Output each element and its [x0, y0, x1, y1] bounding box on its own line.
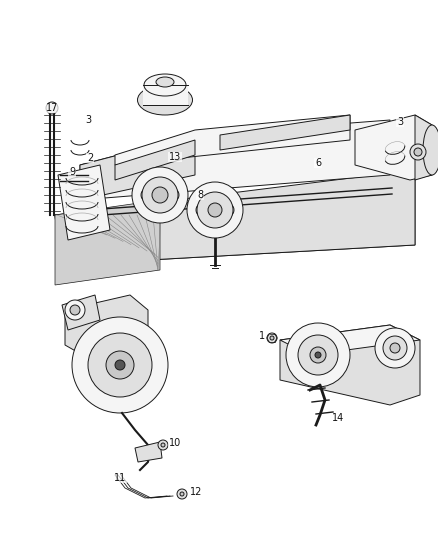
Ellipse shape	[423, 125, 438, 175]
Polygon shape	[280, 325, 420, 405]
Circle shape	[414, 148, 422, 156]
Text: 13: 13	[169, 152, 181, 162]
Text: 6: 6	[315, 158, 321, 168]
Text: 8: 8	[197, 190, 203, 200]
Text: 1: 1	[259, 331, 265, 341]
Text: 2: 2	[87, 153, 93, 163]
Polygon shape	[143, 85, 188, 105]
Polygon shape	[355, 115, 432, 180]
Circle shape	[115, 360, 125, 370]
Circle shape	[46, 102, 58, 114]
Circle shape	[383, 336, 407, 360]
Text: 14: 14	[332, 413, 344, 423]
Circle shape	[72, 317, 168, 413]
Polygon shape	[415, 115, 432, 180]
Polygon shape	[62, 295, 100, 330]
Circle shape	[187, 182, 243, 238]
Circle shape	[161, 443, 165, 447]
Circle shape	[390, 343, 400, 353]
Circle shape	[315, 352, 321, 358]
Circle shape	[208, 203, 222, 217]
Circle shape	[270, 336, 274, 340]
Text: 17: 17	[46, 103, 58, 113]
Text: 10: 10	[169, 438, 181, 448]
Polygon shape	[55, 170, 415, 265]
Circle shape	[286, 323, 350, 387]
Circle shape	[106, 351, 134, 379]
Ellipse shape	[138, 85, 192, 115]
Ellipse shape	[156, 77, 174, 87]
Circle shape	[375, 328, 415, 368]
Circle shape	[88, 333, 152, 397]
Polygon shape	[115, 140, 195, 180]
Circle shape	[180, 492, 184, 496]
Text: 3: 3	[397, 117, 403, 127]
Circle shape	[70, 305, 80, 315]
Polygon shape	[65, 295, 148, 365]
Text: 12: 12	[190, 487, 202, 497]
Circle shape	[267, 333, 277, 343]
Polygon shape	[115, 115, 350, 165]
Circle shape	[197, 192, 233, 228]
Circle shape	[142, 177, 178, 213]
Circle shape	[152, 187, 168, 203]
Text: 9: 9	[69, 167, 75, 177]
Polygon shape	[58, 165, 110, 240]
Polygon shape	[80, 120, 390, 200]
Polygon shape	[135, 442, 162, 462]
Polygon shape	[55, 170, 415, 265]
Circle shape	[177, 489, 187, 499]
Polygon shape	[280, 325, 420, 355]
Circle shape	[65, 300, 85, 320]
Text: 11: 11	[114, 473, 126, 483]
Circle shape	[158, 440, 168, 450]
Circle shape	[310, 347, 326, 363]
Polygon shape	[220, 115, 350, 150]
Text: 3: 3	[85, 115, 91, 125]
Polygon shape	[55, 200, 160, 285]
Ellipse shape	[144, 74, 186, 96]
Circle shape	[132, 167, 188, 223]
Circle shape	[410, 144, 426, 160]
Polygon shape	[80, 135, 195, 200]
Circle shape	[298, 335, 338, 375]
